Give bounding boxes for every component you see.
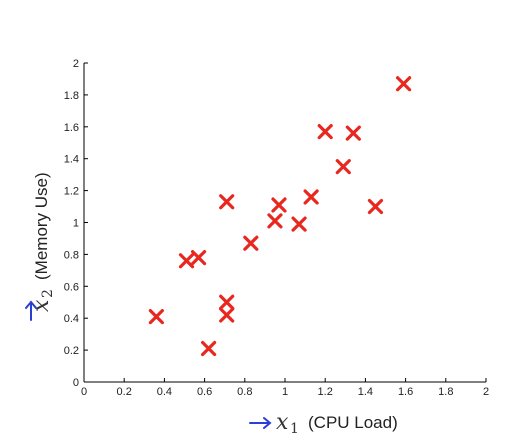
y-axis-variable: x	[29, 299, 54, 312]
y-axis-text: (Memory Use)	[32, 172, 51, 280]
x-axis-label: x 1 (CPU Load)	[249, 410, 398, 437]
data-point-marker	[201, 340, 217, 357]
data-point-marker	[267, 213, 283, 229]
data-points	[148, 76, 412, 357]
y-tick-label: 0.2	[64, 345, 79, 357]
y-tick-label: 1.4	[64, 154, 79, 166]
data-point-marker	[291, 216, 307, 232]
x-tick-label: 0.4	[157, 386, 172, 398]
x-tick-label: 1.8	[438, 386, 453, 398]
x-tick-label: 2	[483, 386, 489, 398]
data-point-marker	[317, 123, 333, 140]
x-tick-labels: 0 0.2 0.4 0.6 0.8 1 1.2 1.4 1.6 1.8 2	[81, 386, 489, 398]
data-point-marker	[271, 197, 287, 213]
y-tick-label: 1.6	[64, 122, 79, 134]
x-axis-subscript: 1	[290, 421, 299, 437]
data-point-marker	[395, 76, 412, 92]
x-tick-label: 0.8	[237, 386, 252, 398]
x-axis-text: (CPU Load)	[308, 413, 398, 432]
y-tick-label: 2	[73, 58, 79, 70]
y-axis-label: x 2 (Memory Use)	[29, 172, 56, 312]
y-tick-label: 0	[73, 377, 79, 389]
data-point-marker	[303, 189, 319, 205]
x-tick-label: 1.4	[358, 386, 373, 398]
x-tick-label: 0	[81, 386, 87, 398]
x-tick-label: 1.2	[318, 386, 333, 398]
plot-axes	[83, 62, 487, 383]
data-point-marker	[148, 309, 164, 325]
x-tick-label: 0.2	[117, 386, 132, 398]
data-point-marker	[219, 294, 235, 310]
data-point-marker	[367, 198, 384, 215]
x-tick-label: 1	[282, 386, 288, 398]
y-tick-label: 1.2	[64, 186, 79, 198]
data-point-marker	[243, 235, 259, 251]
y-tick-label: 1.8	[64, 90, 79, 102]
y-tick-label: 0.8	[64, 249, 79, 261]
arrow-up-icon	[25, 300, 37, 321]
y-tick-label: 1	[73, 218, 79, 230]
y-tick-labels: 0 0.2 0.4 0.6 0.8 1 1.2 1.4 1.6 1.8 2	[64, 58, 79, 389]
x-axis-variable: x	[276, 410, 289, 435]
data-point-marker	[178, 253, 195, 269]
x-tick-label: 0.6	[197, 386, 212, 398]
data-point-marker	[335, 159, 351, 175]
data-point-marker	[345, 125, 361, 141]
data-point-marker	[219, 194, 235, 210]
y-tick-label: 0.4	[64, 313, 79, 325]
y-axis-subscript: 2	[40, 289, 56, 298]
arrow-right-icon	[249, 417, 272, 429]
data-point-marker	[190, 249, 207, 266]
x-tick-label: 1.6	[398, 386, 413, 398]
data-point-marker	[219, 307, 235, 323]
y-tick-label: 0.6	[64, 281, 79, 293]
